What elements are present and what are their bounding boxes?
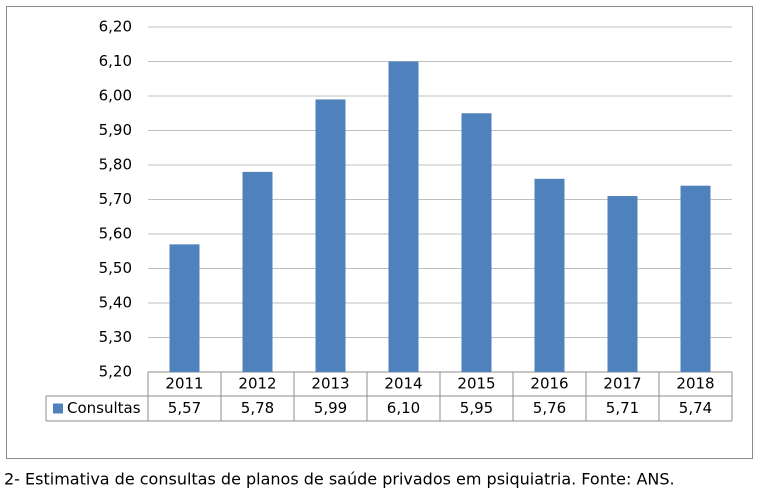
- data-label: 5,78: [241, 399, 274, 417]
- legend-label: Consultas: [67, 399, 141, 417]
- x-tick-label: 2014: [384, 375, 422, 393]
- legend-swatch: [53, 403, 63, 414]
- data-label: 5,57: [168, 399, 201, 417]
- x-tick-label: 2012: [238, 375, 276, 393]
- y-tick-label: 5,70: [99, 190, 132, 208]
- bar: [607, 196, 638, 372]
- y-tick-label: 6,00: [99, 87, 132, 105]
- data-label: 6,10: [387, 399, 420, 417]
- y-tick-label: 5,60: [99, 225, 132, 243]
- y-tick-label: 6,20: [99, 18, 132, 36]
- data-label: 5,74: [679, 399, 712, 417]
- x-tick-label: 2015: [457, 375, 495, 393]
- bar: [242, 171, 273, 372]
- x-tick-label: 2017: [603, 375, 641, 393]
- y-tick-label: 5,30: [99, 328, 132, 346]
- bar: [388, 61, 419, 372]
- x-tick-label: 2016: [530, 375, 568, 393]
- bar: [461, 113, 492, 372]
- bar: [534, 178, 565, 372]
- x-tick-label: 2013: [311, 375, 349, 393]
- y-tick-label: 5,90: [99, 121, 132, 139]
- bar: [680, 185, 711, 372]
- y-tick-label: 5,80: [99, 156, 132, 174]
- caption: 2- Estimativa de consultas de planos de …: [4, 470, 675, 489]
- x-tick-label: 2011: [165, 375, 203, 393]
- data-label: 5,95: [460, 399, 493, 417]
- bar: [315, 99, 346, 372]
- bar: [169, 244, 200, 372]
- x-tick-label: 2018: [676, 375, 714, 393]
- y-tick-label: 5,50: [99, 259, 132, 277]
- data-label: 5,71: [606, 399, 639, 417]
- data-label: 5,99: [314, 399, 347, 417]
- data-label: 5,76: [533, 399, 566, 417]
- y-tick-label: 5,40: [99, 294, 132, 312]
- y-tick-label: 5,20: [99, 363, 132, 381]
- y-tick-label: 6,10: [99, 52, 132, 70]
